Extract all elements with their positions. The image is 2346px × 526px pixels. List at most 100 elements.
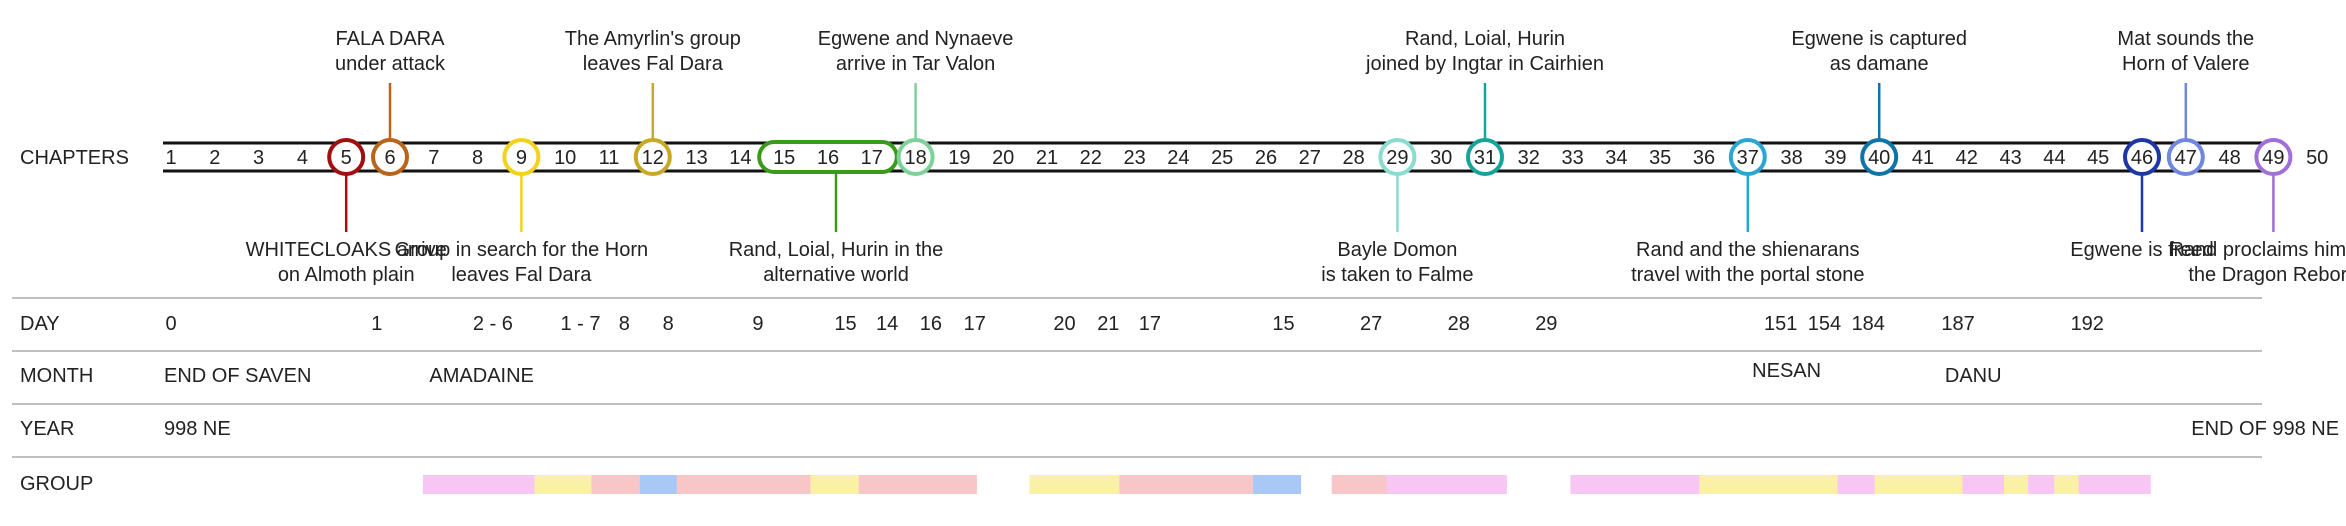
day-value: 27: [1360, 313, 1382, 335]
day-value: 16: [920, 313, 942, 335]
chapter-marker-circle: [2166, 138, 2205, 176]
chapter-number: 14: [729, 147, 751, 169]
event-label-ch18: arrive in Tar Valon: [836, 53, 995, 75]
event-label-ch46: Egwene is freed: [2070, 239, 2213, 261]
group-segment: [534, 475, 592, 494]
day-value: 187: [1941, 313, 1974, 335]
day-value: 8: [663, 313, 674, 335]
group-segment: [1837, 475, 1875, 494]
day-value: 20: [1053, 313, 1075, 335]
chapter-number: 20: [992, 147, 1014, 169]
event-label-ch29: Bayle Domon: [1337, 239, 1457, 261]
chapter-marker-circle: [1466, 138, 1504, 176]
chapter-number: 34: [1605, 147, 1627, 169]
chapter-number: 12: [642, 147, 664, 169]
chapter-number: 3: [253, 147, 264, 169]
chapter-number: 36: [1693, 147, 1715, 169]
chapter-number: 38: [1780, 147, 1802, 169]
chapter-number: 39: [1824, 147, 1846, 169]
group-segment: [1252, 475, 1302, 494]
chapter-number: 44: [2043, 147, 2065, 169]
day-value: 154: [1808, 313, 1841, 335]
row-label-day: DAY: [20, 313, 60, 335]
event-label-ch5: WHITECLOAKS arrive: [246, 239, 447, 261]
event-label-ch40: Egwene is captured: [1791, 28, 1967, 50]
group-segment: [1029, 475, 1120, 494]
chapter-number: 18: [904, 147, 926, 169]
month-label: END OF SAVEN: [164, 365, 311, 387]
event-label-alternative-world: Rand, Loial, Hurin in the: [729, 239, 944, 261]
chapter-number: 1: [165, 147, 176, 169]
group-segment: [2028, 475, 2055, 494]
group-segment: [1962, 475, 2005, 494]
day-value: 1: [371, 313, 382, 335]
group-segment: [1331, 475, 1387, 494]
group-segment: [591, 475, 640, 494]
chapter-number: 16: [817, 147, 839, 169]
chapter-number: 40: [1868, 147, 1890, 169]
group-segment: [810, 475, 859, 494]
event-label-ch47: Mat sounds the: [2117, 28, 2254, 50]
group-segment: [1119, 475, 1253, 494]
group-segment: [1874, 475, 1963, 494]
chapter-number: 42: [1956, 147, 1978, 169]
chapter-number: 4: [297, 147, 308, 169]
day-value: 1 - 7: [561, 313, 601, 335]
chapter-number: 11: [599, 147, 620, 169]
event-label-ch12: leaves Fal Dara: [583, 53, 724, 75]
chapter-number: 24: [1167, 147, 1189, 169]
chapter-number: 19: [948, 147, 970, 169]
event-label-ch37: travel with the portal stone: [1631, 264, 1864, 286]
year-label: 998 NE: [164, 418, 231, 440]
group-segment: [858, 475, 977, 494]
chapter-marker-circle: [1860, 138, 1899, 176]
chapter-marker-circle: [2123, 138, 2161, 176]
chapter-number: 32: [1518, 147, 1540, 169]
year-label: END OF 998 NE: [2191, 418, 2339, 440]
event-label-ch9: leaves Fal Dara: [451, 264, 592, 286]
chapter-number: 48: [2218, 147, 2240, 169]
chapter-number: 37: [1737, 147, 1759, 169]
chapter-number: 46: [2131, 147, 2153, 169]
event-label-alternative-world: alternative world: [763, 264, 909, 286]
day-value: 28: [1448, 313, 1470, 335]
month-label: AMADAINE: [429, 365, 533, 387]
chapter-number: 27: [1299, 147, 1321, 169]
chapter-number: 15: [773, 147, 795, 169]
chapter-number: 17: [861, 147, 883, 169]
month-label: DANU: [1945, 365, 2002, 387]
chapter-marker-circle: [502, 138, 541, 176]
chapter-number: 28: [1342, 147, 1364, 169]
day-value: 8: [619, 313, 630, 335]
row-label-group: GROUP: [20, 473, 93, 495]
chapter-number: 7: [428, 147, 439, 169]
chapter-number: 47: [2175, 147, 2197, 169]
day-value: 0: [165, 313, 176, 335]
event-label-ch49: Rand proclaims himself: [2169, 239, 2346, 261]
chapter-marker-circle: [1378, 138, 1417, 176]
day-value: 9: [752, 313, 763, 335]
day-value: 17: [1139, 313, 1161, 335]
chapter-number: 13: [685, 147, 707, 169]
chapter-number: 49: [2262, 147, 2284, 169]
day-value: 151: [1764, 313, 1797, 335]
chapter-number: 43: [1999, 147, 2021, 169]
chapter-marker-circle: [633, 138, 672, 176]
day-value: 2 - 6: [473, 313, 513, 335]
chapter-number: 45: [2087, 147, 2109, 169]
event-label-ch18: Egwene and Nynaeve: [818, 28, 1014, 50]
month-label: NESAN: [1752, 360, 1821, 382]
chapter-number: 25: [1211, 147, 1233, 169]
group-segment: [639, 475, 677, 494]
group-segment: [1386, 475, 1507, 494]
chapter-marker-circle: [327, 138, 366, 176]
event-label-ch31: Rand, Loial, Hurin: [1405, 28, 1565, 50]
chapter-number: 9: [516, 147, 527, 169]
day-value: 192: [2071, 313, 2104, 335]
chapter-number: 2: [209, 147, 220, 169]
event-label-ch29: is taken to Falme: [1321, 264, 1473, 286]
group-segment: [1570, 475, 1700, 494]
event-label-ch49: the Dragon Reborn: [2188, 264, 2346, 286]
